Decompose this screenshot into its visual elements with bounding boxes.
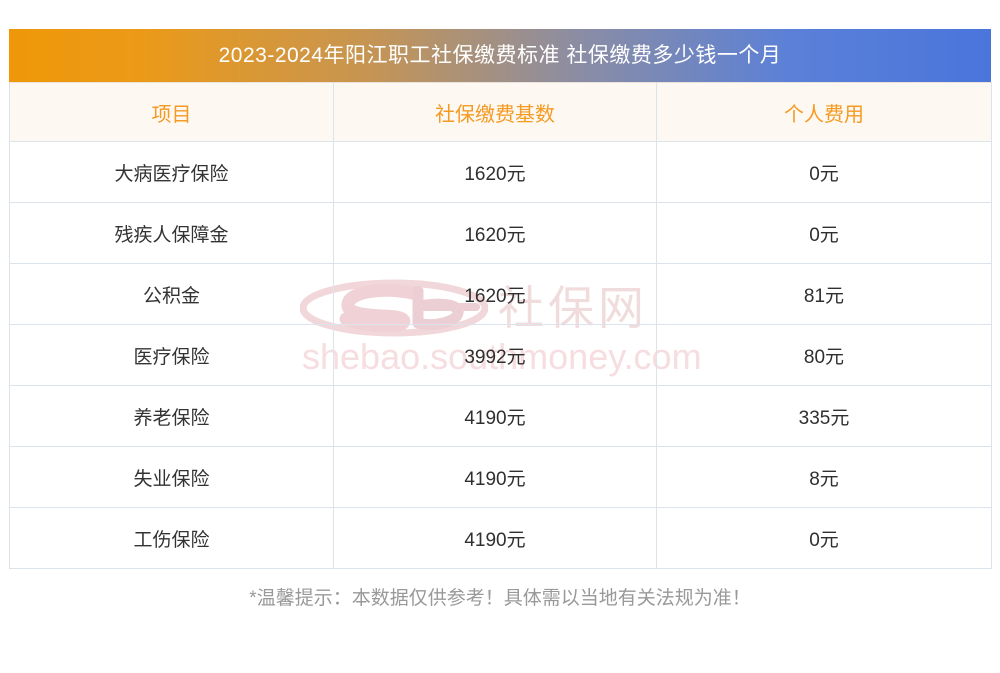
cell-personal: 335元 — [656, 385, 992, 447]
table-row: 失业保险 4190元 8元 — [9, 446, 992, 508]
cell-item: 公积金 — [9, 263, 334, 325]
cell-personal: 0元 — [656, 202, 992, 264]
cell-item: 大病医疗保险 — [9, 141, 334, 203]
column-header-item: 项目 — [9, 82, 334, 142]
cell-base: 1620元 — [333, 202, 657, 264]
social-insurance-table: 项目 社保缴费基数 个人费用 大病医疗保险 1620元 0元 残疾人保障金 16… — [9, 82, 992, 569]
column-header-personal: 个人费用 — [656, 82, 992, 142]
cell-personal: 80元 — [656, 324, 992, 386]
disclaimer-note: *温馨提示：本数据仅供参考！具体需以当地有关法规为准！ — [249, 588, 751, 609]
cell-item: 残疾人保障金 — [9, 202, 334, 264]
table-row: 医疗保险 3992元 80元 — [9, 324, 992, 386]
cell-base: 4190元 — [333, 385, 657, 447]
cell-item: 养老保险 — [9, 385, 334, 447]
table-row: 残疾人保障金 1620元 0元 — [9, 202, 992, 264]
cell-personal: 8元 — [656, 446, 992, 508]
cell-base: 1620元 — [333, 141, 657, 203]
page-title: 2023-2024年阳江职工社保缴费标准 社保缴费多少钱一个月 — [9, 29, 991, 82]
cell-personal: 0元 — [656, 507, 992, 569]
cell-base: 4190元 — [333, 507, 657, 569]
cell-base: 4190元 — [333, 446, 657, 508]
cell-item: 医疗保险 — [9, 324, 334, 386]
cell-personal: 81元 — [656, 263, 992, 325]
cell-personal: 0元 — [656, 141, 992, 203]
cell-base: 1620元 — [333, 263, 657, 325]
table-row: 大病医疗保险 1620元 0元 — [9, 141, 992, 203]
cell-item: 失业保险 — [9, 446, 334, 508]
cell-base: 3992元 — [333, 324, 657, 386]
salary-table-block: 2023-2024年阳江职工社保缴费标准 社保缴费多少钱一个月 项目 社保缴费基… — [9, 29, 992, 569]
table-header-row: 项目 社保缴费基数 个人费用 — [9, 82, 992, 142]
table-row: 公积金 1620元 81元 — [9, 263, 992, 325]
column-header-base: 社保缴费基数 — [333, 82, 657, 142]
cell-item: 工伤保险 — [9, 507, 334, 569]
table-row: 工伤保险 4190元 0元 — [9, 507, 992, 569]
table-row: 养老保险 4190元 335元 — [9, 385, 992, 447]
